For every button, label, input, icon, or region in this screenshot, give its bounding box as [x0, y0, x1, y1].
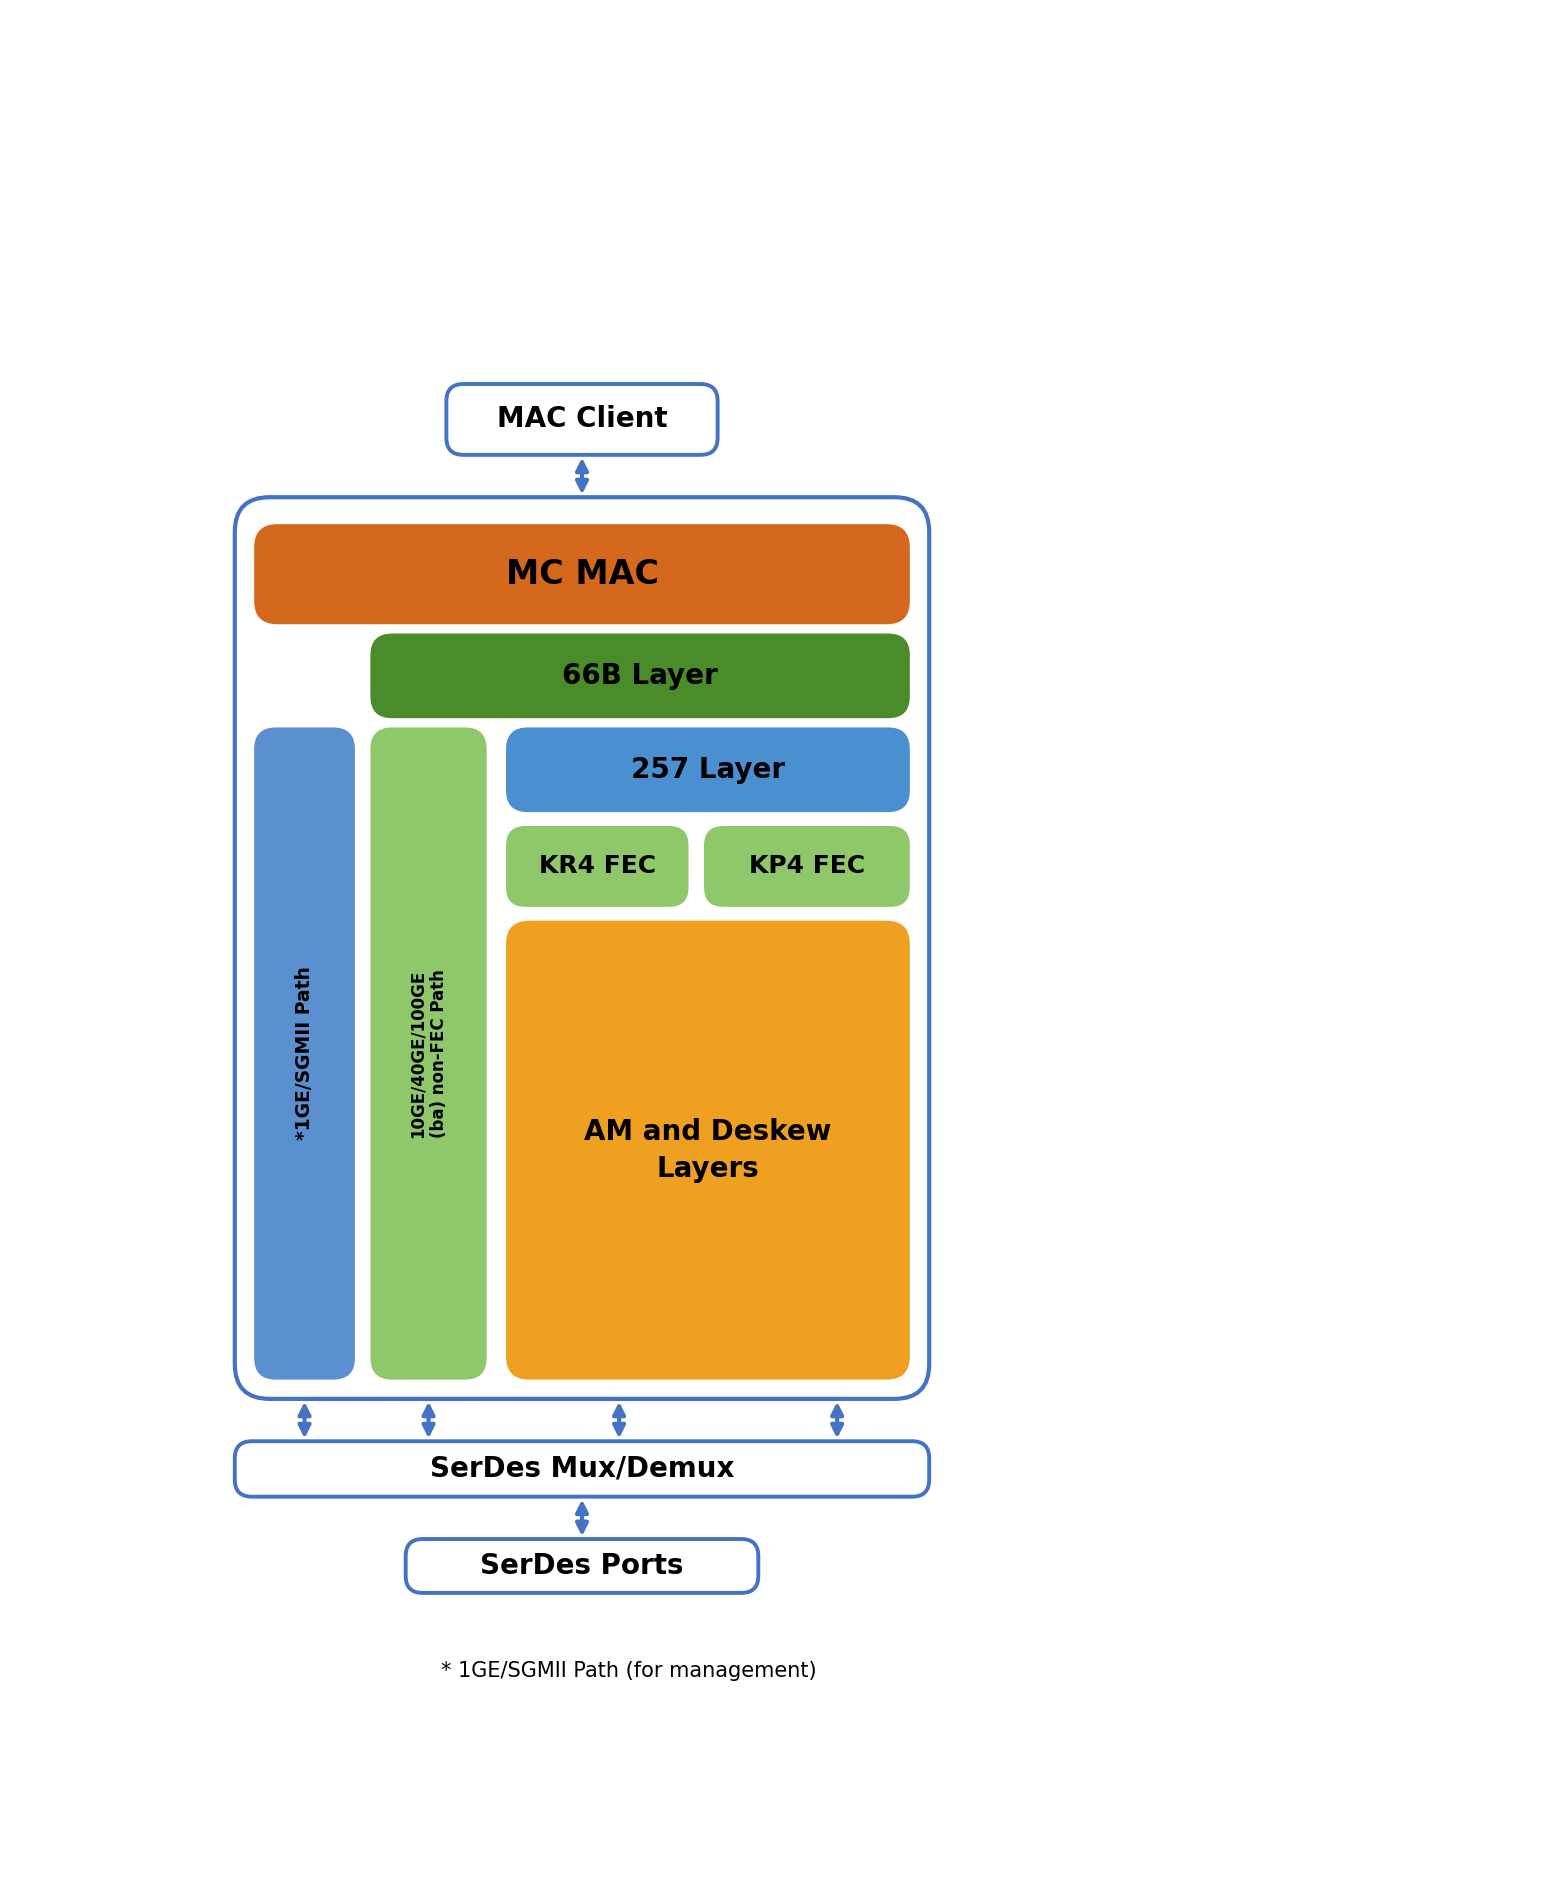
FancyBboxPatch shape: [506, 922, 910, 1380]
FancyBboxPatch shape: [370, 727, 487, 1380]
Text: 257 Layer: 257 Layer: [630, 756, 784, 784]
Text: MC MAC: MC MAC: [506, 558, 658, 590]
FancyBboxPatch shape: [506, 727, 910, 813]
FancyBboxPatch shape: [447, 385, 717, 455]
Text: 66B Layer: 66B Layer: [562, 663, 717, 689]
Text: MAC Client: MAC Client: [496, 406, 668, 434]
Text: KR4 FEC: KR4 FEC: [538, 855, 657, 878]
FancyBboxPatch shape: [506, 826, 689, 906]
FancyBboxPatch shape: [235, 497, 929, 1399]
Text: 10GE/40GE/100GE
(ba) non-FEC Path: 10GE/40GE/100GE (ba) non-FEC Path: [409, 969, 448, 1139]
FancyBboxPatch shape: [703, 826, 910, 906]
Text: AM and Deskew
Layers: AM and Deskew Layers: [584, 1118, 831, 1182]
Text: *1GE/SGMII Path: *1GE/SGMII Path: [296, 967, 314, 1140]
Text: * 1GE/SGMII Path (for management): * 1GE/SGMII Path (for management): [440, 1662, 817, 1681]
FancyBboxPatch shape: [254, 727, 355, 1380]
Text: KP4 FEC: KP4 FEC: [748, 855, 865, 878]
FancyBboxPatch shape: [370, 634, 910, 718]
Text: SerDes Ports: SerDes Ports: [481, 1552, 683, 1580]
Text: SerDes Mux/Demux: SerDes Mux/Demux: [429, 1455, 734, 1483]
FancyBboxPatch shape: [254, 524, 910, 625]
FancyBboxPatch shape: [235, 1441, 929, 1497]
FancyBboxPatch shape: [406, 1538, 758, 1594]
